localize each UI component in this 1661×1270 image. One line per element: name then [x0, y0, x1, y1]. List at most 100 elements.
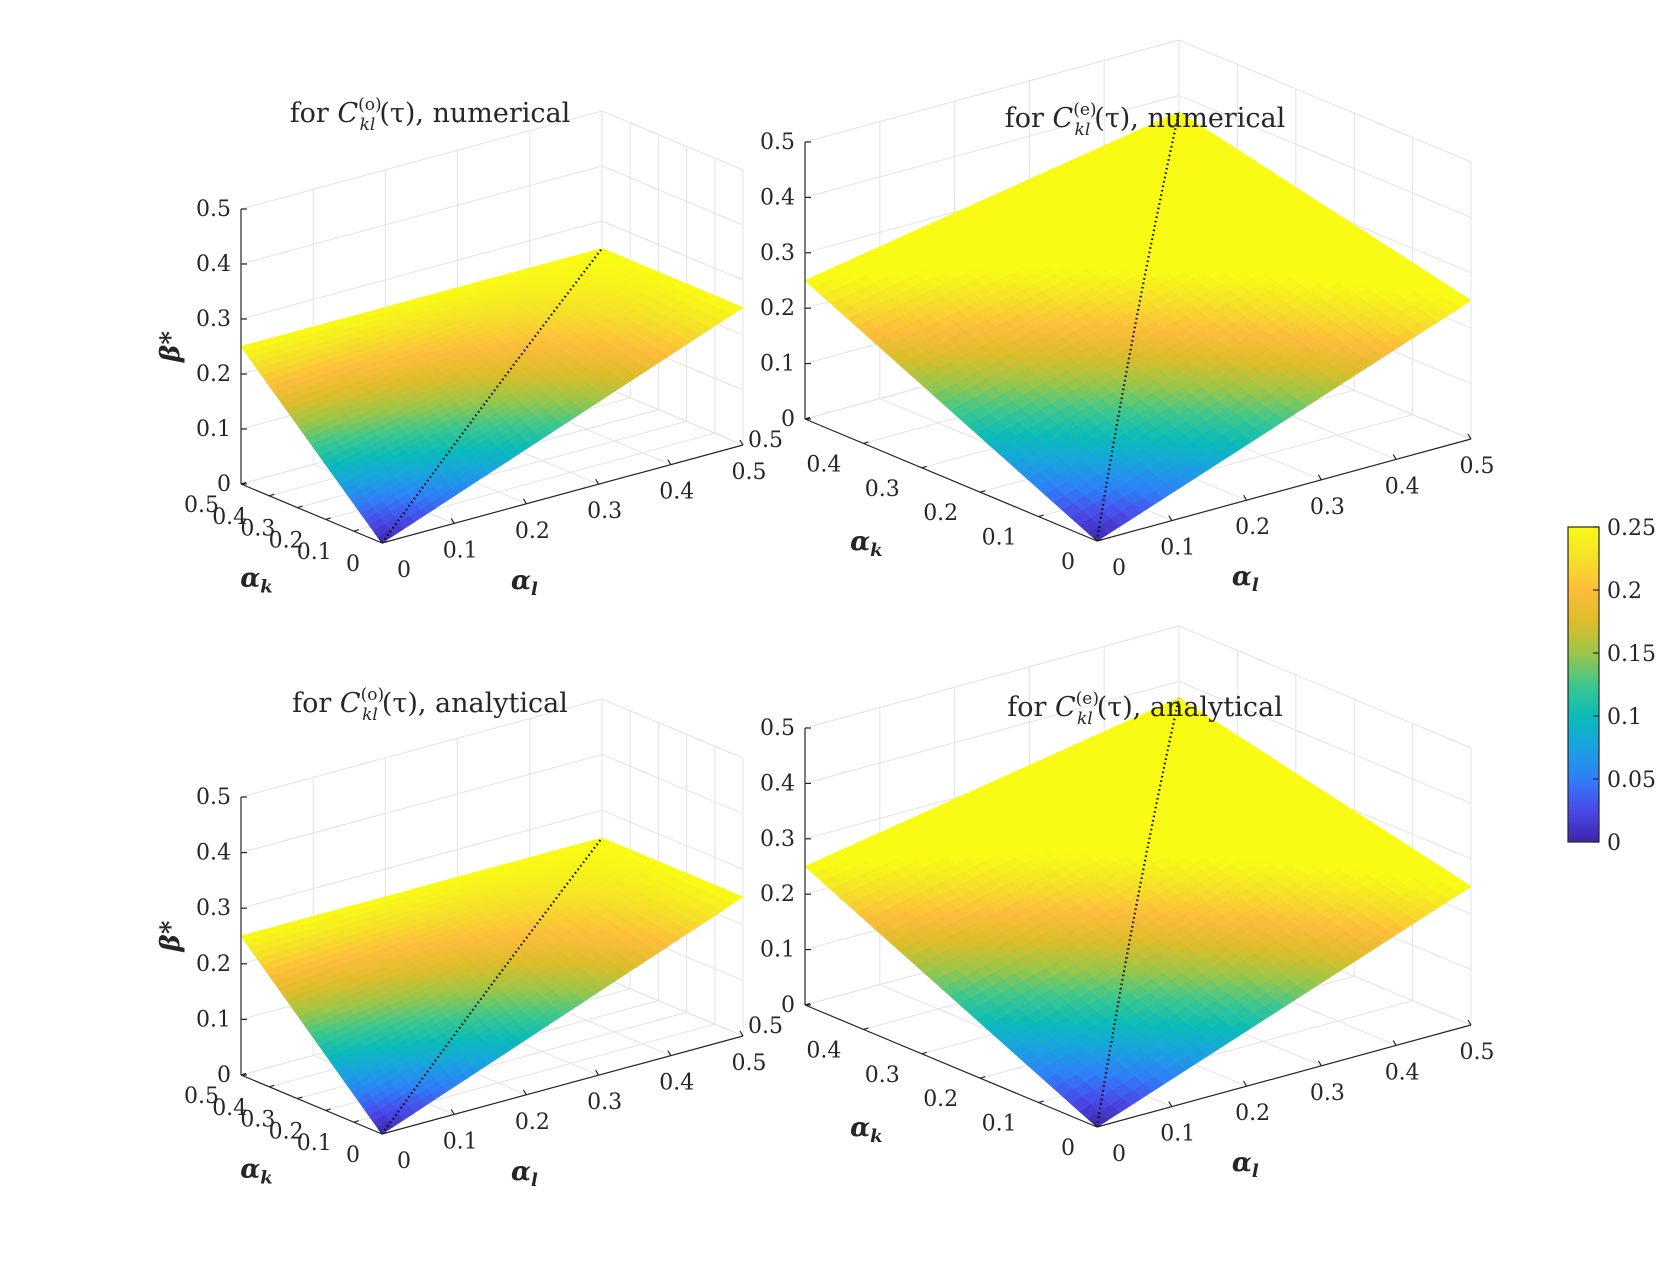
y-tick-label: 0.2 [515, 519, 550, 544]
x-tick-label: 0.3 [865, 1063, 900, 1088]
y-tick-label: 0.4 [1385, 474, 1420, 499]
x-tick-label: 0.5 [184, 1084, 219, 1109]
x-tick-label: 0.2 [269, 1119, 304, 1144]
z-tick-label: 0 [781, 993, 795, 1018]
x-tick-label: 0.1 [297, 540, 332, 565]
z-tick-label: 0.4 [196, 841, 231, 866]
surface [240, 837, 744, 1135]
x-tick-label: 0.4 [212, 1096, 247, 1121]
axes [804, 728, 1472, 1128]
y-tick-label: 0.1 [1160, 1122, 1195, 1147]
y-tick-label: 0 [1112, 1142, 1126, 1167]
axes [804, 142, 1472, 542]
z-tick-label: 0.1 [196, 417, 231, 442]
surface-panel-2: 0 0 0 0.1 0.1 0.1 0.2 0.2 0.2 0.3 0.3 0.3 0.4 0.4 0.4 0… [748, 39, 1495, 596]
z-tick-label: 0.5 [196, 197, 231, 222]
z-tick-label: 0 [781, 407, 795, 432]
y-tick-label: 0.5 [732, 1051, 767, 1076]
surface [240, 248, 744, 544]
y-tick-label: 0.5 [732, 460, 767, 485]
z-tick-label: 0.3 [196, 896, 231, 921]
z-tick-label: 0.1 [760, 352, 795, 377]
z-tick-label: 0.1 [196, 1007, 231, 1032]
colorbar: 0 0.05 0.1 0.15 0.2 0.25 [1567, 516, 1656, 856]
z-tick-label: 0 [217, 1063, 231, 1088]
z-tick-label: 0.2 [196, 952, 231, 977]
surface-panel-3: 0 000.1 0.10.10.2 0.20.20.30.30.30.40.40.40… [156, 685, 767, 1191]
x-tick-label: 0.1 [982, 1112, 1017, 1137]
x-axis-label: αk [850, 527, 883, 561]
axes [240, 797, 744, 1135]
x-tick-label: 0.5 [748, 1014, 783, 1039]
panel-title: for C(e) kl (τ), analytical [1007, 689, 1282, 729]
y-tick-label: 0.5 [1460, 454, 1495, 479]
colorbar-tick-label: 0.05 [1607, 768, 1656, 793]
x-tick-label: 0.3 [240, 517, 275, 542]
z-tick-label: 0.3 [196, 307, 231, 332]
x-tick-label: 0 [346, 552, 360, 577]
panel-title: for C(o) kl (τ), analytical [292, 685, 568, 725]
colorbar-tick-label: 0 [1607, 831, 1621, 856]
x-tick-label: 0.4 [806, 1038, 841, 1063]
x-tick-label: 0.1 [982, 526, 1017, 551]
y-tick-label: 0.5 [1460, 1040, 1495, 1065]
surface-panel-4: 0 0 0 0.1 0.1 0.1 0.2 0.2 0.2 0.3 0.3 0.3 0.4 0.4 0.4 0… [748, 625, 1495, 1182]
z-tick-label: 0.4 [196, 252, 231, 277]
x-tick-label: 0.2 [923, 501, 958, 526]
z-tick-label: 0.2 [760, 882, 795, 907]
z-tick-label: 0.2 [196, 362, 231, 387]
diagonal-line [381, 247, 603, 544]
x-axis-label: αk [850, 1113, 883, 1147]
panel-title: for C(o) kl (τ), numerical [290, 95, 571, 135]
surface-panel-1: 0 000.1 0.10.10.2 0.20.20.30.30.30.40.40.40… [156, 95, 767, 600]
colorbar-tick-label: 0.1 [1607, 705, 1642, 730]
x-tick-label: 0.5 [184, 493, 219, 518]
z-tick-label: 0.5 [196, 785, 231, 810]
y-tick-label: 0.3 [587, 1090, 622, 1115]
x-axis-label: αk [240, 1155, 273, 1189]
y-tick-label: 0 [1112, 556, 1126, 581]
z-tick-label: 0.4 [760, 771, 795, 796]
colorbar-tick-label: 0.25 [1607, 516, 1656, 541]
z-tick-label: 0 [217, 472, 231, 497]
y-tick-label: 0.1 [443, 1129, 478, 1154]
y-tick-label: 0.4 [1385, 1060, 1420, 1085]
x-tick-label: 0 [346, 1143, 360, 1168]
z-tick-label: 0.1 [760, 938, 795, 963]
z-tick-label: 0.5 [760, 716, 795, 741]
z-tick-label: 0.5 [760, 130, 795, 155]
z-axis-label: β* [156, 331, 186, 363]
axes [240, 209, 744, 544]
x-tick-label: 0.3 [240, 1108, 275, 1133]
x-axis-label: αk [240, 564, 273, 598]
y-tick-label: 0.3 [587, 499, 622, 524]
z-tick-label: 0.3 [760, 241, 795, 266]
y-tick-label: 0.4 [659, 1071, 694, 1096]
z-tick-label: 0.4 [760, 185, 795, 210]
x-tick-label: 0.5 [748, 428, 783, 453]
x-tick-label: 0.2 [923, 1087, 958, 1112]
y-tick-label: 0.2 [1235, 515, 1270, 540]
y-axis-label: αl [511, 1157, 538, 1191]
y-tick-label: 0 [397, 558, 411, 583]
z-tick-label: 0.3 [760, 827, 795, 852]
y-tick-label: 0.1 [1160, 536, 1195, 561]
x-tick-label: 0.3 [865, 477, 900, 502]
y-tick-label: 0 [397, 1149, 411, 1174]
y-tick-label: 0.3 [1310, 1081, 1345, 1106]
y-axis-label: αl [1232, 1148, 1259, 1182]
z-tick-label: 0.2 [760, 296, 795, 321]
surface [804, 111, 1472, 542]
diagonal-line [381, 837, 603, 1135]
y-tick-label: 0.1 [443, 538, 478, 563]
x-tick-label: 0.1 [297, 1131, 332, 1156]
panel-title: for C(e) kl (τ), numerical [1005, 100, 1285, 140]
y-axis-label: αl [1232, 562, 1259, 596]
x-tick-label: 0 [1061, 1136, 1075, 1161]
y-tick-label: 0.3 [1310, 495, 1345, 520]
colorbar-gradient [1567, 526, 1600, 843]
y-tick-label: 0.4 [659, 480, 694, 505]
x-tick-label: 0.4 [806, 452, 841, 477]
x-tick-label: 0 [1061, 550, 1075, 575]
